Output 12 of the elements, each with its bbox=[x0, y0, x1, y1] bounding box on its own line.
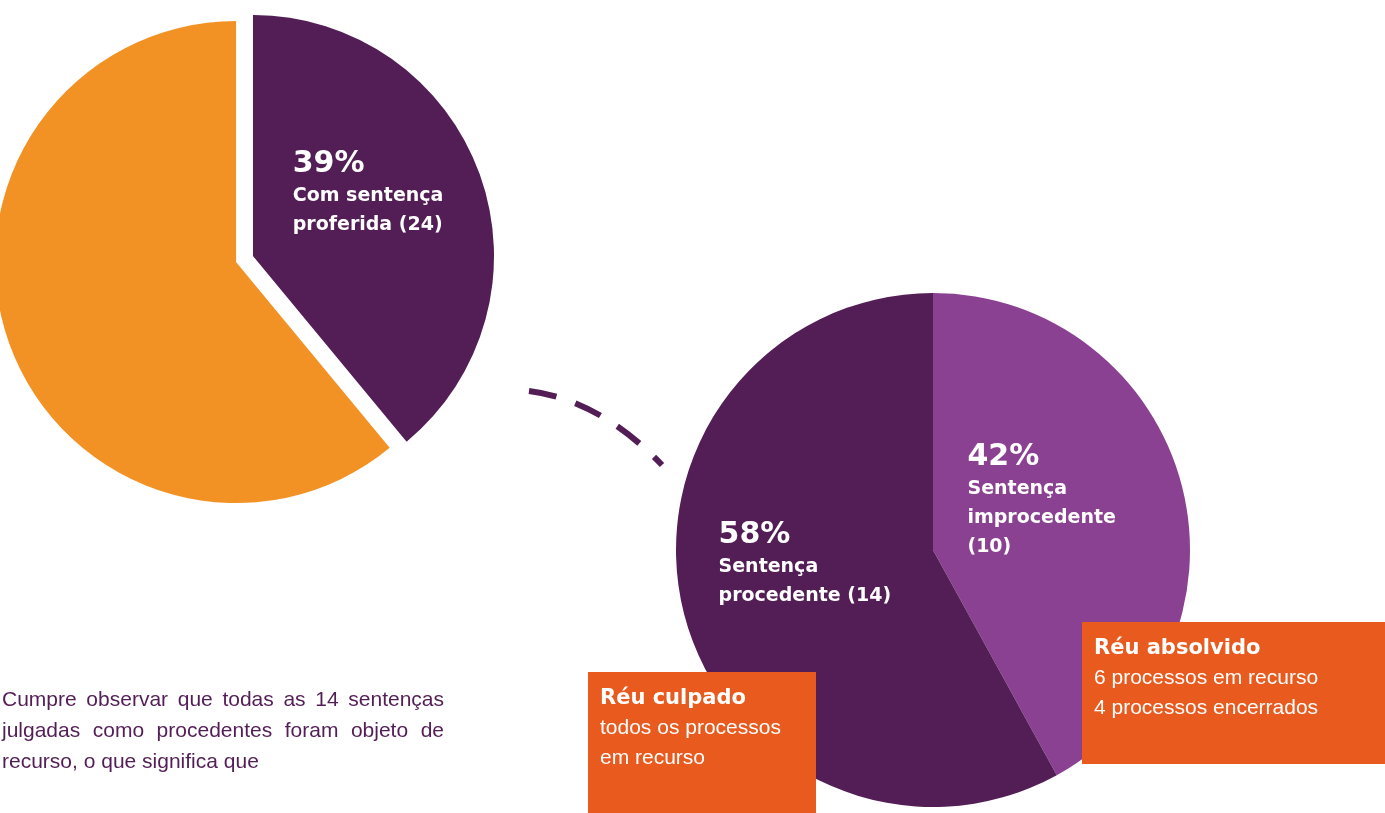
slice-label: Com sentença proferida (24) bbox=[292, 182, 445, 237]
text: Réu culpado bbox=[600, 684, 747, 711]
text: 6 processos em recurso bbox=[1094, 664, 1320, 690]
data-label: 39% bbox=[292, 144, 366, 181]
data-label: 58% bbox=[718, 514, 792, 551]
text: 4 processos encerrados bbox=[1094, 694, 1320, 720]
data-label: 42% bbox=[967, 436, 1041, 473]
slice-label: Sentença procedente (14) bbox=[718, 552, 893, 607]
text: todos os processos em recurso bbox=[600, 714, 782, 770]
text: Réu absolvido bbox=[1094, 634, 1262, 661]
text: Cumpre observar que todas as 14 sentenças julgadas como procedentes foram objeto de recurso, o que significa que bbox=[2, 686, 444, 774]
slice-label: Sentença improcedente (10) bbox=[967, 474, 1117, 558]
